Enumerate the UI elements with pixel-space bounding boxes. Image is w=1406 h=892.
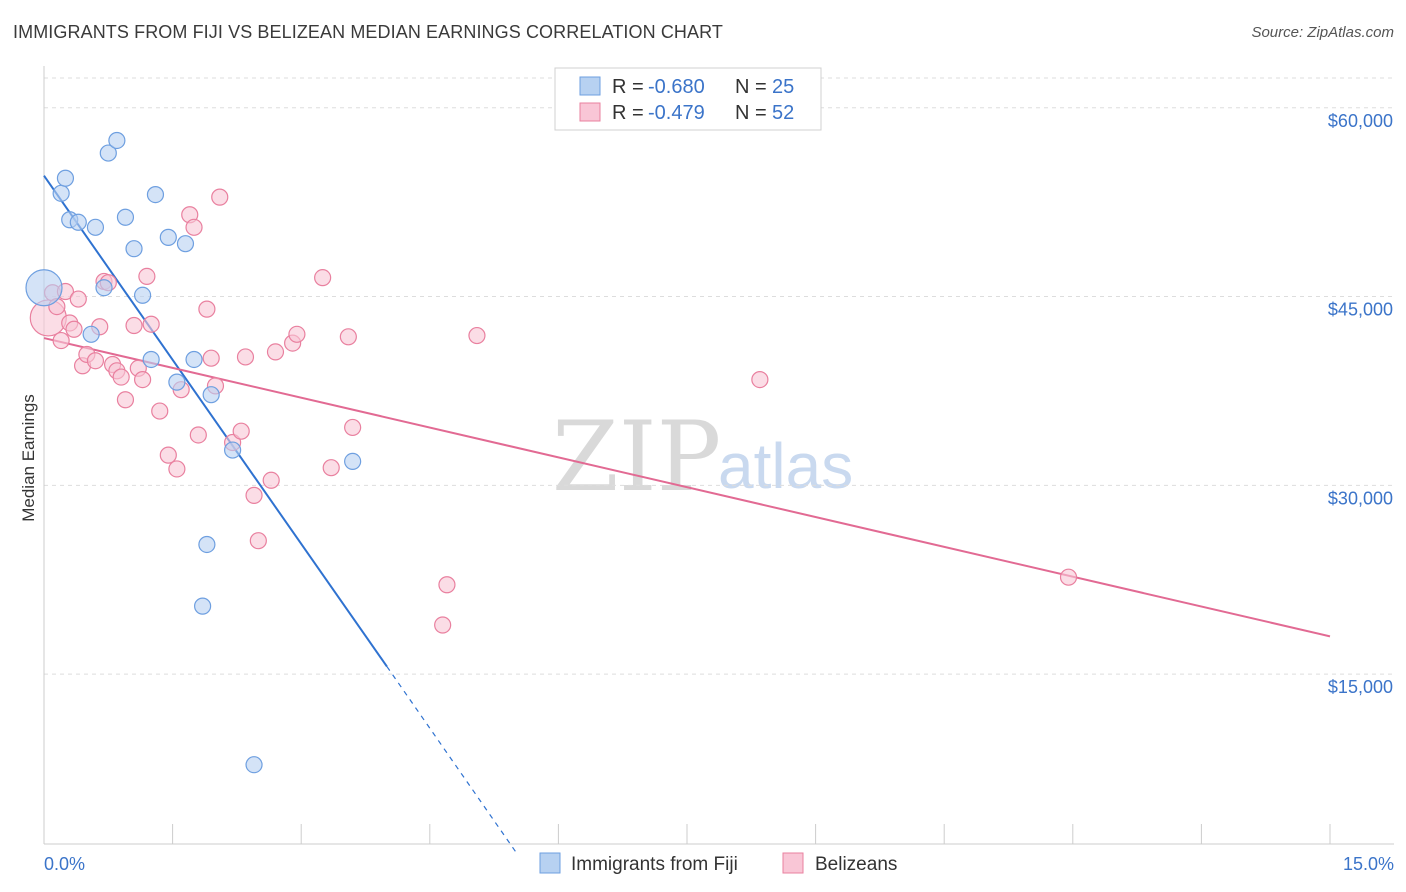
data-point-belize	[198, 300, 216, 318]
data-point-belize	[159, 446, 177, 464]
x-tick-label-min: 0.0%	[44, 854, 85, 874]
bottom-legend-label-belize: Belizeans	[815, 854, 897, 875]
data-point-belize	[168, 460, 186, 478]
chart-title: IMMIGRANTS FROM FIJI VS BELIZEAN MEDIAN …	[13, 22, 724, 42]
data-point-fiji	[95, 279, 113, 297]
series-legend: Immigrants from Fiji Belizeans	[539, 852, 897, 875]
legend-r-value-fiji: -0.680	[648, 76, 705, 98]
data-point-fiji	[125, 240, 143, 258]
data-point-fiji	[69, 213, 87, 231]
axes: $15,000 $30,000 $45,000 $60,000	[43, 66, 1394, 845]
data-point-belize	[86, 352, 105, 370]
stats-legend: R = -0.680 N = 25 R = -0.479 N = 52	[554, 67, 822, 131]
data-point-belize	[211, 188, 229, 206]
data-point-belize	[133, 371, 152, 389]
data-point-belize	[65, 320, 83, 338]
data-point-belize	[751, 371, 769, 389]
data-point-belize	[52, 331, 70, 350]
data-point-fiji	[202, 386, 220, 404]
y-axis-label: Median Earnings	[19, 394, 38, 522]
data-point-belize	[339, 328, 357, 346]
legend-n-label-belize: N =	[735, 102, 767, 124]
data-point-belize	[151, 402, 169, 420]
data-point-fiji	[116, 208, 135, 226]
data-point-fiji	[198, 535, 216, 554]
data-point-fiji	[99, 144, 117, 162]
y-tick-label: $15,000	[1328, 677, 1393, 697]
data-point-fiji	[245, 756, 263, 774]
legend-r-label-fiji: R =	[612, 76, 644, 98]
data-point-fiji	[185, 350, 203, 369]
x-tick-label-max: 15.0%	[1343, 854, 1394, 874]
data-point-fiji	[224, 441, 242, 459]
watermark-atlas: atlas	[718, 430, 853, 502]
trend-line-1	[43, 337, 1331, 638]
y-tick-label: $60,000	[1328, 111, 1393, 131]
bottom-legend-swatch-belize	[782, 852, 804, 874]
data-point-fiji	[168, 373, 186, 391]
data-point-fiji	[56, 169, 75, 187]
data-points	[25, 131, 1078, 774]
data-point-belize	[125, 316, 143, 335]
chart-source: Source: ZipAtlas.com	[1251, 24, 1394, 41]
data-point-belize	[112, 368, 130, 386]
trend-line-0	[43, 175, 388, 668]
data-point-belize	[434, 616, 452, 634]
data-point-belize	[236, 348, 255, 366]
legend-r-value-belize: -0.479	[648, 102, 705, 124]
data-point-fiji	[82, 325, 100, 343]
y-tick-label: $45,000	[1328, 300, 1393, 320]
data-point-belize	[116, 391, 135, 409]
data-point-belize	[142, 315, 160, 333]
data-point-fiji	[159, 228, 177, 246]
data-point-fiji	[108, 131, 126, 150]
trend-line-extension-0	[386, 666, 517, 852]
data-point-fiji	[133, 286, 152, 304]
y-tick-label: $30,000	[1328, 488, 1393, 508]
data-point-belize	[245, 486, 263, 504]
data-point-fiji	[176, 235, 195, 253]
data-point-fiji	[52, 184, 70, 202]
watermark-zip: ZIP	[552, 401, 721, 513]
data-point-fiji	[194, 597, 212, 615]
data-point-belize	[202, 349, 220, 367]
legend-n-value-belize: 52	[772, 102, 794, 124]
legend-r-label-belize: R =	[612, 102, 644, 124]
data-point-fiji	[146, 185, 165, 204]
data-point-belize	[438, 576, 456, 594]
data-point-belize	[185, 218, 203, 236]
data-point-belize	[189, 426, 207, 444]
data-point-fiji	[25, 269, 63, 307]
data-point-belize	[322, 459, 340, 477]
legend-n-label-fiji: N =	[735, 76, 767, 98]
bottom-legend-swatch-fiji	[539, 852, 561, 874]
data-point-belize	[344, 418, 362, 437]
data-point-belize	[266, 343, 285, 361]
data-point-belize	[468, 326, 486, 345]
data-point-fiji	[86, 218, 105, 236]
data-point-belize	[249, 532, 267, 550]
data-point-belize	[1059, 568, 1078, 586]
data-point-belize	[232, 422, 250, 440]
data-point-fiji	[344, 452, 362, 471]
data-point-belize	[262, 471, 280, 489]
data-point-belize	[288, 325, 306, 343]
trend-lines	[43, 175, 1331, 852]
data-point-belize	[69, 290, 87, 308]
grid-lines	[44, 77, 1394, 675]
legend-swatch-belize	[579, 102, 601, 122]
data-point-belize	[314, 269, 332, 287]
data-point-belize	[138, 267, 156, 285]
legend-swatch-fiji	[579, 76, 601, 96]
bottom-legend-label-fiji: Immigrants from Fiji	[571, 854, 738, 875]
legend-n-value-fiji: 25	[772, 76, 794, 98]
data-point-fiji	[142, 350, 160, 369]
